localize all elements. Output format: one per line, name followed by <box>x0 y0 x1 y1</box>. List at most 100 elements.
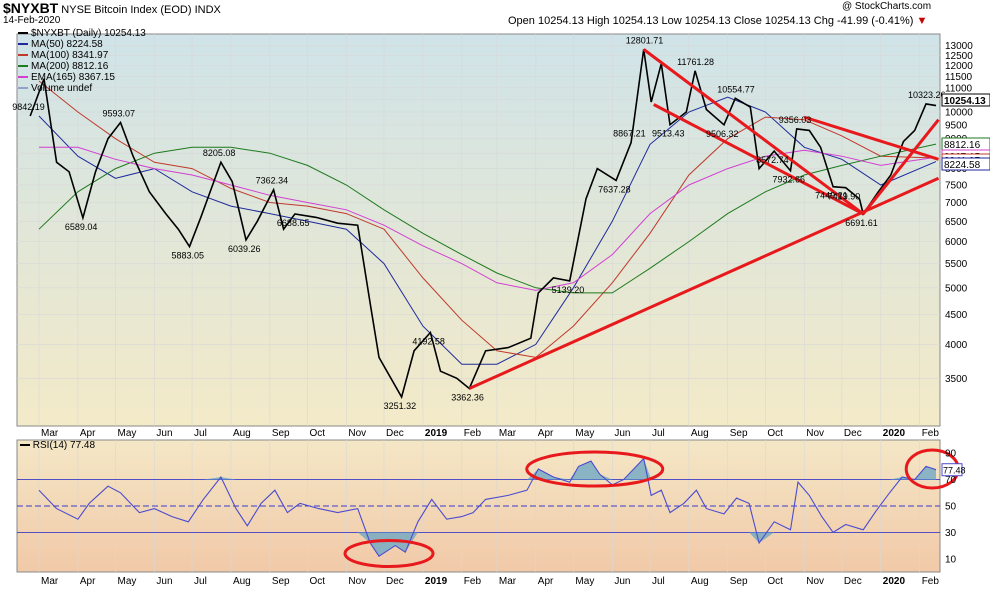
price-x-tick: May <box>575 428 594 439</box>
legend-label: MA(100) 8341.97 <box>31 50 109 61</box>
ohlc-readout: Open 10254.13 High 10254.13 Low 10254.13… <box>508 15 927 27</box>
rsi-line <box>38 457 937 557</box>
rsi-x-tick: Nov <box>806 576 824 587</box>
ohlc-values: Open 10254.13 High 10254.13 Low 10254.13… <box>508 15 914 27</box>
rsi-x-tick: Feb <box>464 576 482 587</box>
rsi-x-tick: Nov <box>348 576 366 587</box>
legend-item: EMA(165) 8367.15 <box>18 72 146 83</box>
price-x-tick: Aug <box>233 428 251 439</box>
rsi-x-tick: May <box>575 576 594 587</box>
price-annotation: 8867.21 <box>613 128 646 138</box>
price-x-tick: Jul <box>652 428 665 439</box>
price-x-tick: Nov <box>348 428 366 439</box>
price-annotation: 9506.32 <box>706 129 739 139</box>
price-x-tick: Nov <box>806 428 824 439</box>
price-annotation: 6691.61 <box>845 218 878 228</box>
price-y-tick: 11500 <box>945 72 973 83</box>
rsi-x-tick: Oct <box>309 576 325 587</box>
price-x-tick: May <box>118 428 137 439</box>
price-x-tick: Dec <box>386 428 404 439</box>
price-y-tick: 4000 <box>945 340 968 351</box>
rsi-x-tick: Jun <box>156 576 172 587</box>
price-x-tick: Mar <box>499 428 517 439</box>
price-annotation: 9593.07 <box>103 109 136 119</box>
symbol: $NYXBT <box>3 0 59 16</box>
price-y-tick: 5500 <box>945 259 968 270</box>
price-series <box>29 49 937 400</box>
price-x-tick: Apr <box>538 428 554 439</box>
price-y-tick: 7500 <box>945 180 968 191</box>
price-line <box>29 49 937 400</box>
value-tag-box <box>941 93 990 107</box>
change-down-icon: ▼ <box>916 15 928 27</box>
rsi-y-tick: 70 <box>945 475 957 486</box>
price-annotation: 8572.74 <box>756 155 789 165</box>
price-annotation: 6039.26 <box>228 244 261 254</box>
price-y-tick: 7000 <box>945 198 968 209</box>
price-x-tick: Mar <box>41 428 59 439</box>
price-annotation: 11761.28 <box>677 57 714 67</box>
trendline <box>642 48 865 216</box>
rsi-x-tick: Dec <box>386 576 404 587</box>
value-tag: 10254.13 <box>944 96 986 107</box>
price-annotation: 7362.34 <box>256 176 289 186</box>
price-y-tick: 9500 <box>945 121 968 132</box>
rsi-x-tick: 2020 <box>883 576 906 587</box>
rsi-x-tick: Mar <box>499 576 517 587</box>
rsi-x-tick: Apr <box>538 576 554 587</box>
value-tags: 10254.138812.168367.158341.978224.5877.4… <box>941 93 990 477</box>
ema165-line <box>39 146 937 291</box>
price-y-tick: 10000 <box>945 107 973 118</box>
ma200-line <box>38 143 937 294</box>
legend-item: MA(100) 8341.97 <box>18 50 146 61</box>
price-y-tick: 11000 <box>945 83 973 94</box>
trendline <box>862 118 940 215</box>
legend: $NYXBT (Daily) 10254.13 MA(50) 8224.58 MA(… <box>18 28 146 94</box>
trendlines <box>468 48 940 390</box>
rsi-x-tick: Dec <box>844 576 862 587</box>
price-annotation: 7449.21 <box>815 191 848 201</box>
price-annotation: 7637.28 <box>598 184 631 194</box>
copyright: @ StockCharts.com <box>842 1 932 12</box>
price-grid <box>17 34 940 426</box>
ma100-line <box>38 80 937 358</box>
price-annotation: 6589.04 <box>65 222 98 232</box>
legend-label: EMA(165) 8367.15 <box>31 72 115 83</box>
value-tag-box <box>941 157 990 171</box>
rsi-y-tick: 10 <box>945 554 957 565</box>
index-name: NYSE Bitcoin Index (EOD) <box>61 4 192 16</box>
price-annotation: 9842.19 <box>12 102 45 112</box>
price-y-tick: 12000 <box>945 61 973 72</box>
rsi-y-axis: 10 30 50 70 90 <box>945 449 957 566</box>
price-x-tick: Aug <box>691 428 709 439</box>
price-annotation: 10323.26 <box>908 90 946 100</box>
price-x-tick: Sep <box>272 428 290 439</box>
price-x-tick: 2020 <box>883 428 906 439</box>
rsi-x-tick: Jul <box>194 576 207 587</box>
rsi-x-tick: 2019 <box>425 576 448 587</box>
price-x-tick: 2019 <box>425 428 448 439</box>
rsi-y-tick: 50 <box>945 502 957 513</box>
legend-label: $NYXBT (Daily) 10254.13 <box>31 28 146 39</box>
legend-swatch <box>18 54 28 57</box>
price-x-tick: Oct <box>767 428 783 439</box>
price-annotation: 6688.65 <box>277 218 310 228</box>
rsi-y-tick: 30 <box>945 528 957 539</box>
legend-swatch <box>18 76 28 79</box>
rsi-x-tick: Jun <box>614 576 630 587</box>
rsi-legend-swatch <box>20 444 30 447</box>
price-annotation: 3362.36 <box>451 392 484 402</box>
rsi-series <box>38 457 937 557</box>
rsi-x-tick: Oct <box>767 576 783 587</box>
value-tag: 8812.16 <box>944 140 981 151</box>
legend-item: MA(50) 8224.58 <box>18 39 146 50</box>
price-y-tick: 13000 <box>945 41 973 52</box>
rsi-x-tick: Aug <box>691 576 709 587</box>
price-x-tick: Jun <box>614 428 630 439</box>
price-y-tick: 5000 <box>945 283 968 294</box>
price-annotation: 10554.77 <box>717 84 755 94</box>
price-annotation: 9356.03 <box>779 115 812 125</box>
legend-swatch <box>18 87 28 90</box>
rsi-x-tick: Feb <box>922 576 940 587</box>
